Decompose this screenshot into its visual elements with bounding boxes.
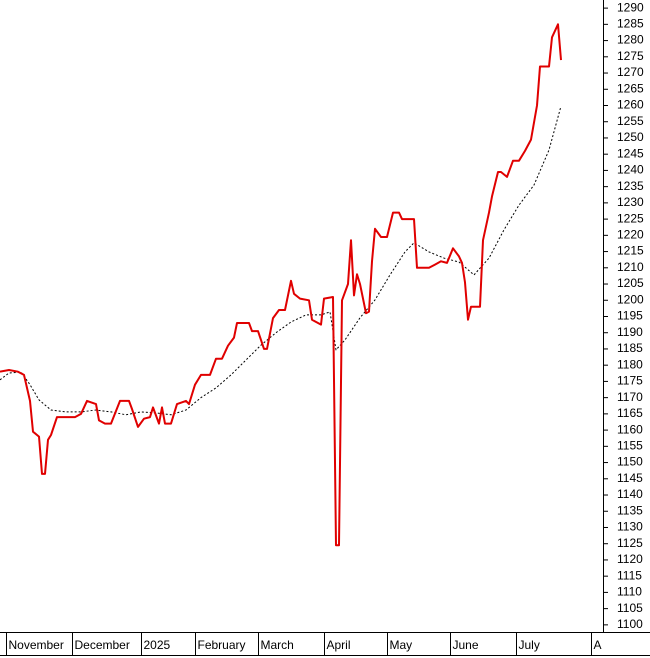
series-line	[0, 105, 562, 416]
y-tick-label: 1165	[617, 406, 643, 420]
y-tick-label: 1245	[617, 146, 644, 160]
y-tick-label: 1215	[617, 244, 644, 258]
y-tick-label: 1115	[617, 568, 642, 582]
y-tick-label: 1235	[617, 179, 644, 193]
y-tick-label: 1180	[617, 357, 643, 371]
series-line	[0, 23, 562, 547]
x-tick-label: 2025	[144, 638, 171, 652]
y-tick-label: 1275	[617, 49, 644, 63]
y-tick-label: 1155	[617, 438, 643, 452]
y-tick-label: 1225	[617, 211, 644, 225]
y-tick-label: 1240	[617, 163, 644, 177]
x-tick-label: November	[9, 638, 64, 652]
y-tick-label: 1230	[617, 195, 644, 209]
y-tick-label: 1105	[617, 601, 643, 615]
y-tick-label: 1200	[617, 292, 644, 306]
y-tick-label: 1140	[617, 487, 643, 501]
y-tick-label: 1210	[617, 260, 644, 274]
y-tick-label: 1250	[617, 130, 644, 144]
y-tick-label: 1255	[617, 114, 644, 128]
y-tick-label: 1150	[617, 455, 643, 469]
y-tick-label: 1110	[617, 585, 642, 599]
y-tick-label: 1160	[617, 422, 643, 436]
x-tick-label: July	[519, 638, 540, 652]
x-tick-label: A	[594, 638, 602, 652]
y-tick-label: 1190	[617, 325, 643, 339]
y-tick-label: 1195	[617, 309, 643, 323]
y-tick-label: 1175	[617, 374, 643, 388]
y-tick-label: 1145	[617, 471, 643, 485]
y-tick-label: 1290	[617, 0, 644, 14]
y-tick-label: 1205	[617, 276, 644, 290]
x-tick-label: December	[75, 638, 130, 652]
y-tick-label: 1135	[617, 503, 643, 517]
x-tick-label: February	[198, 638, 246, 652]
x-tick-label: June	[453, 638, 479, 652]
x-tick-label: April	[327, 638, 351, 652]
y-tick-label: 1100	[617, 617, 643, 631]
y-tick-label: 1120	[617, 552, 643, 566]
y-tick-label: 1185	[617, 341, 643, 355]
y-tick-label: 1265	[617, 81, 644, 95]
y-tick-label: 1270	[617, 65, 644, 79]
y-tick-label: 1260	[617, 98, 644, 112]
y-tick-label: 1170	[617, 390, 643, 404]
y-tick-label: 1280	[617, 33, 644, 47]
x-tick-label: May	[390, 638, 413, 652]
y-tick-label: 1125	[617, 536, 643, 550]
y-tick-label: 1285	[617, 17, 644, 31]
y-tick-label: 1220	[617, 228, 644, 242]
y-tick-label: 1130	[617, 520, 643, 534]
x-tick-label: March	[261, 638, 294, 652]
